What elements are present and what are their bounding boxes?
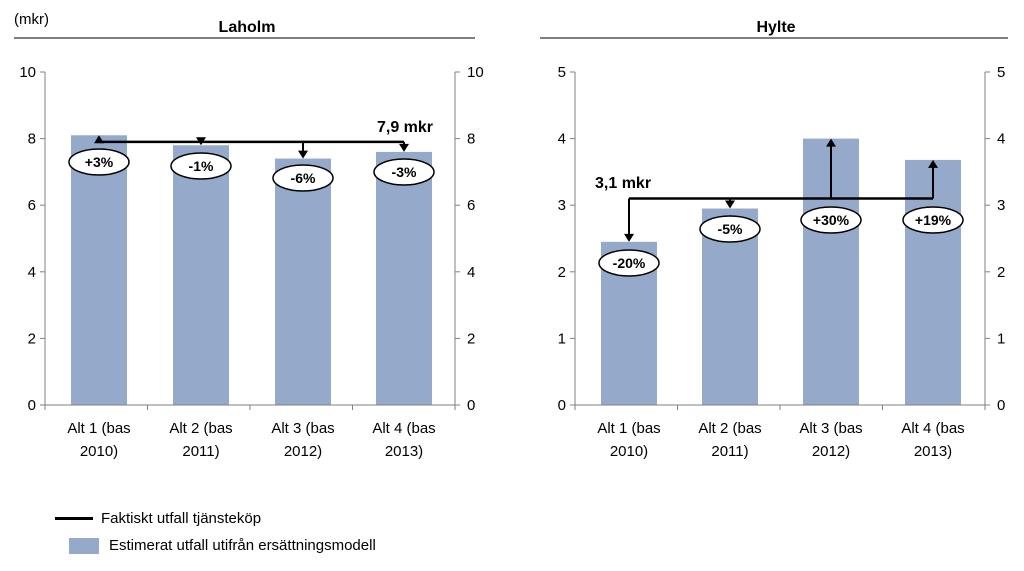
y-tick-label-right: 2 (997, 264, 1005, 281)
y-tick-label-right: 0 (467, 397, 475, 414)
diff-badge (373, 158, 435, 186)
x-tick-label: 2012) (812, 443, 850, 460)
y-tick-label-left: 2 (28, 330, 36, 347)
legend-line-label: Faktiskt utfall tjänsteköp (101, 510, 262, 527)
y-tick-label-left: 10 (19, 64, 36, 81)
diff-label: -6% (291, 170, 316, 186)
legend: Faktiskt utfall tjänsteköp Estimerat utf… (55, 505, 376, 559)
reference-label: 7,9 mkr (377, 119, 433, 136)
diff-badge (170, 152, 232, 180)
diff-label: +19% (915, 212, 952, 228)
chart-title: Laholm (219, 19, 276, 36)
diff-label: +3% (85, 154, 114, 170)
y-tick-label-right: 6 (467, 197, 475, 214)
x-tick-label: 2010) (610, 443, 648, 460)
bar (173, 145, 229, 405)
connector-arrow (826, 138, 836, 147)
y-tick-label-right: 4 (467, 264, 475, 281)
diff-badge (598, 249, 660, 277)
diff-label: -1% (189, 158, 214, 174)
connector-arrow (94, 135, 104, 144)
legend-bar-label: Estimerat utfall utifrån ersättningsmode… (109, 537, 376, 554)
x-tick-label: Alt 4 (bas (372, 420, 435, 437)
bar (376, 151, 432, 405)
legend-item-line: Faktiskt utfall tjänsteköp (55, 505, 376, 532)
x-tick-label: Alt 2 (bas (698, 420, 761, 437)
y-tick-label-left: 1 (558, 330, 566, 347)
x-tick-label: 2011) (711, 443, 748, 460)
connector-arrow (624, 233, 634, 242)
connector-arrow (298, 150, 308, 159)
y-tick-label-left: 4 (558, 131, 566, 148)
bar (905, 159, 961, 405)
reference-label: 3,1 mkr (595, 175, 651, 192)
diff-label: -20% (613, 255, 646, 271)
y-tick-label-right: 1 (997, 330, 1005, 347)
diff-badge (800, 206, 862, 234)
y-tick-label-left: 0 (28, 397, 36, 414)
y-tick-label-left: 5 (558, 64, 566, 81)
legend-line-swatch (55, 517, 93, 520)
diff-badge (68, 148, 130, 176)
y-tick-label-right: 5 (997, 64, 1005, 81)
x-tick-label: Alt 2 (bas (169, 420, 232, 437)
x-tick-label: Alt 4 (bas (901, 420, 964, 437)
y-tick-label-right: 10 (467, 64, 484, 81)
bar (275, 158, 331, 405)
y-tick-label-right: 8 (467, 131, 475, 148)
x-tick-label: 2013) (914, 443, 952, 460)
x-tick-label: Alt 1 (bas (597, 420, 660, 437)
legend-bar-swatch (69, 537, 99, 554)
connector-arrow (928, 159, 938, 168)
y-tick-label-left: 3 (558, 197, 566, 214)
x-tick-label: 2010) (80, 443, 118, 460)
chart-panel-2: Hylte 0 0 1 1 2 2 3 3 4 4 5 5 Alt 1 (bas 2010) Alt 2 (b… (540, 19, 1008, 460)
y-tick-label-right: 3 (997, 197, 1005, 214)
x-tick-label: 2011) (182, 443, 219, 460)
bar (71, 135, 127, 405)
y-tick-label-left: 8 (28, 131, 36, 148)
connector-arrow (399, 143, 409, 152)
connector-arrow (196, 137, 206, 146)
y-tick-label-left: 2 (558, 264, 566, 281)
x-tick-label: 2013) (385, 443, 423, 460)
chart-title: Hylte (756, 19, 795, 36)
y-tick-label-right: 4 (997, 131, 1005, 148)
y-tick-label-left: 4 (28, 264, 36, 281)
diff-badge (272, 164, 334, 192)
diff-label: -3% (392, 164, 417, 180)
chart-panel-1: Laholm 0 0 2 2 4 4 6 6 8 8 10 10 Alt 1 (bas 2010) Alt 2… (14, 19, 484, 460)
x-tick-label: Alt 3 (bas (799, 420, 862, 437)
x-tick-label: Alt 1 (bas (67, 420, 130, 437)
diff-badge (699, 215, 761, 243)
unit-label: (mkr) (14, 11, 49, 28)
connector-arrow (725, 200, 735, 209)
diff-badge (902, 206, 964, 234)
y-tick-label-left: 0 (558, 397, 566, 414)
diff-label: -5% (718, 221, 743, 237)
y-tick-label-right: 0 (997, 397, 1005, 414)
x-tick-label: Alt 3 (bas (271, 420, 334, 437)
x-tick-label: 2012) (284, 443, 322, 460)
y-tick-label-left: 6 (28, 197, 36, 214)
y-tick-label-right: 2 (467, 330, 475, 347)
legend-item-bar: Estimerat utfall utifrån ersättningsmode… (55, 532, 376, 559)
diff-label: +30% (813, 212, 850, 228)
